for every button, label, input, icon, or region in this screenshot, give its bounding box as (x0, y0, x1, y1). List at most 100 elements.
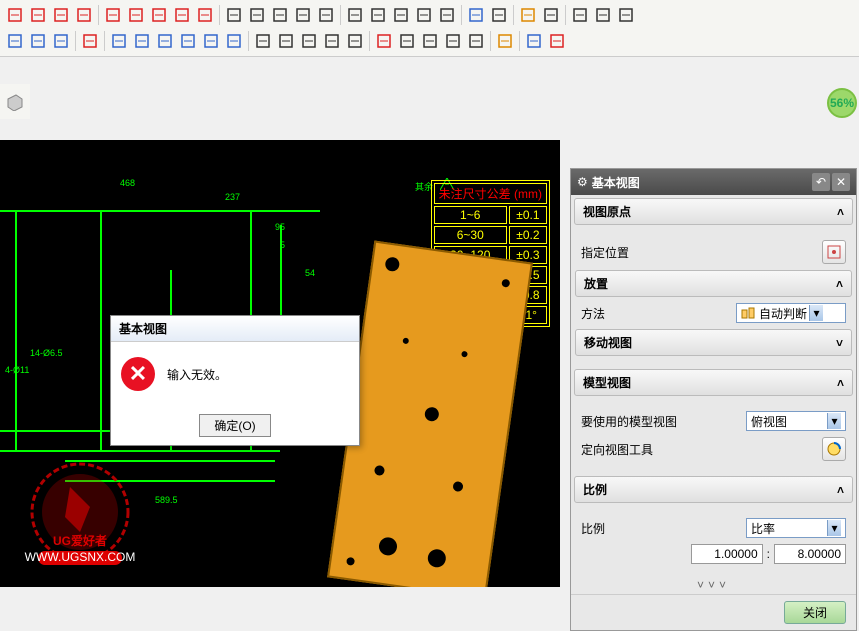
tool-button[interactable] (442, 30, 464, 52)
tool-button[interactable] (292, 4, 314, 26)
tool-button[interactable] (344, 30, 366, 52)
section-scale[interactable]: 比例 ˄ (574, 476, 853, 503)
dim-text: 95 (275, 222, 285, 232)
scale-num2-input[interactable] (774, 544, 846, 564)
tool-button[interactable] (27, 4, 49, 26)
tool-button[interactable] (298, 30, 320, 52)
tool-button[interactable] (252, 30, 274, 52)
tool-button[interactable] (315, 4, 337, 26)
left-strip (0, 84, 30, 119)
tool-button[interactable] (125, 4, 147, 26)
watermark-logo: UG爱好者 WWW.UGSNX.COM (20, 457, 140, 577)
specify-position-label: 指定位置 (581, 244, 822, 261)
tool-button[interactable] (523, 30, 545, 52)
dropdown-arrow-icon: ▾ (827, 520, 841, 536)
scale-value: 比率 (751, 520, 825, 537)
base-view-panel: ⚙ 基本视图 ↶ ✕ 视图原点 ˄ 指定位置 放置 ˄ 方法 自动判断 ▾ 移动 (570, 168, 857, 631)
chevron-up-icon: ˄ (836, 277, 843, 291)
section-placement[interactable]: 放置 ˄ (575, 270, 852, 297)
tool-button[interactable] (465, 4, 487, 26)
dialog-message: 输入无效。 (167, 366, 227, 383)
tool-button[interactable] (79, 30, 101, 52)
chevron-up-icon: ˄ (837, 205, 844, 219)
tool-button[interactable] (396, 30, 418, 52)
section-label: 移动视图 (584, 334, 632, 351)
tool-button[interactable] (546, 30, 568, 52)
tool-button[interactable] (108, 30, 130, 52)
dropdown-arrow-icon: ▾ (827, 413, 841, 429)
dim-text: 468 (120, 178, 135, 188)
tool-button[interactable] (465, 30, 487, 52)
method-select[interactable]: 自动判断 ▾ (736, 303, 846, 323)
dim-text: 14-Ø6.5 (30, 348, 63, 358)
tool-button[interactable] (102, 4, 124, 26)
tool-button[interactable] (413, 4, 435, 26)
panel-title: 基本视图 (592, 174, 810, 191)
orient-view-button[interactable] (822, 437, 846, 461)
tool-button[interactable] (73, 4, 95, 26)
tool-button[interactable] (4, 30, 26, 52)
model-view-select[interactable]: 俯视图 ▾ (746, 411, 846, 431)
undo-icon[interactable]: ↶ (812, 173, 830, 191)
section-label: 比例 (583, 481, 607, 498)
tool-button[interactable] (154, 30, 176, 52)
tool-button[interactable] (4, 4, 26, 26)
scale-select[interactable]: 比率 ▾ (746, 518, 846, 538)
section-label: 视图原点 (583, 203, 631, 220)
dim-text: 589.5 (155, 495, 178, 505)
tool-button[interactable] (569, 4, 591, 26)
tool-button[interactable] (540, 4, 562, 26)
tool-button[interactable] (194, 4, 216, 26)
section-model-view[interactable]: 模型视图 ˄ (574, 369, 853, 396)
dim-text: 237 (225, 192, 240, 202)
tool-button[interactable] (390, 4, 412, 26)
tool-button[interactable] (517, 4, 539, 26)
tool-button[interactable] (177, 30, 199, 52)
expand-handle[interactable]: ˅˅˅ (571, 576, 856, 594)
tool-button[interactable] (615, 4, 637, 26)
scale-num1-input[interactable] (691, 544, 763, 564)
tool-button[interactable] (246, 4, 268, 26)
cuboid-icon[interactable] (6, 93, 24, 111)
tool-button[interactable] (367, 4, 389, 26)
tool-button[interactable] (223, 30, 245, 52)
tool-button[interactable] (488, 4, 510, 26)
tool-button[interactable] (436, 4, 458, 26)
tool-button[interactable] (50, 30, 72, 52)
tool-button[interactable] (373, 30, 395, 52)
section-label: 放置 (584, 275, 608, 292)
tool-button[interactable] (223, 4, 245, 26)
tool-button[interactable] (494, 30, 516, 52)
dim-text: 5 (280, 240, 285, 250)
tool-button[interactable] (321, 30, 343, 52)
tool-button[interactable] (148, 4, 170, 26)
chevron-down-icon: ˅ (836, 336, 843, 350)
scale-sep: : (767, 547, 770, 561)
tool-button[interactable] (27, 30, 49, 52)
tool-button[interactable] (275, 30, 297, 52)
tool-button[interactable] (269, 4, 291, 26)
chevron-up-icon: ˄ (837, 376, 844, 390)
tool-button[interactable] (419, 30, 441, 52)
section-view-origin[interactable]: 视图原点 ˄ (574, 198, 853, 225)
tool-button[interactable] (592, 4, 614, 26)
close-icon[interactable]: ✕ (832, 173, 850, 191)
gear-icon[interactable]: ⚙ (577, 175, 588, 189)
toolbar-row-1 (4, 2, 855, 28)
tool-button[interactable] (200, 30, 222, 52)
tool-button[interactable] (171, 4, 193, 26)
tool-button[interactable] (50, 4, 72, 26)
section-move-view[interactable]: 移动视图 ˅ (575, 329, 852, 356)
method-label: 方法 (581, 305, 736, 322)
panel-titlebar[interactable]: ⚙ 基本视图 ↶ ✕ (571, 169, 856, 195)
dropdown-arrow-icon: ▾ (809, 305, 823, 321)
tool-button[interactable] (131, 30, 153, 52)
progress-badge: 56% (827, 88, 857, 118)
ok-button[interactable]: 确定(O) (199, 414, 270, 437)
tolerance-header: 未注尺寸公差 (mm) (434, 183, 547, 204)
error-dialog: 基本视图 ✕ 输入无效。 确定(O) (110, 315, 360, 446)
specify-position-button[interactable] (822, 240, 846, 264)
tool-button[interactable] (344, 4, 366, 26)
dim-text: 4-Ø11 (5, 365, 29, 375)
close-button[interactable]: 关闭 (784, 601, 846, 624)
